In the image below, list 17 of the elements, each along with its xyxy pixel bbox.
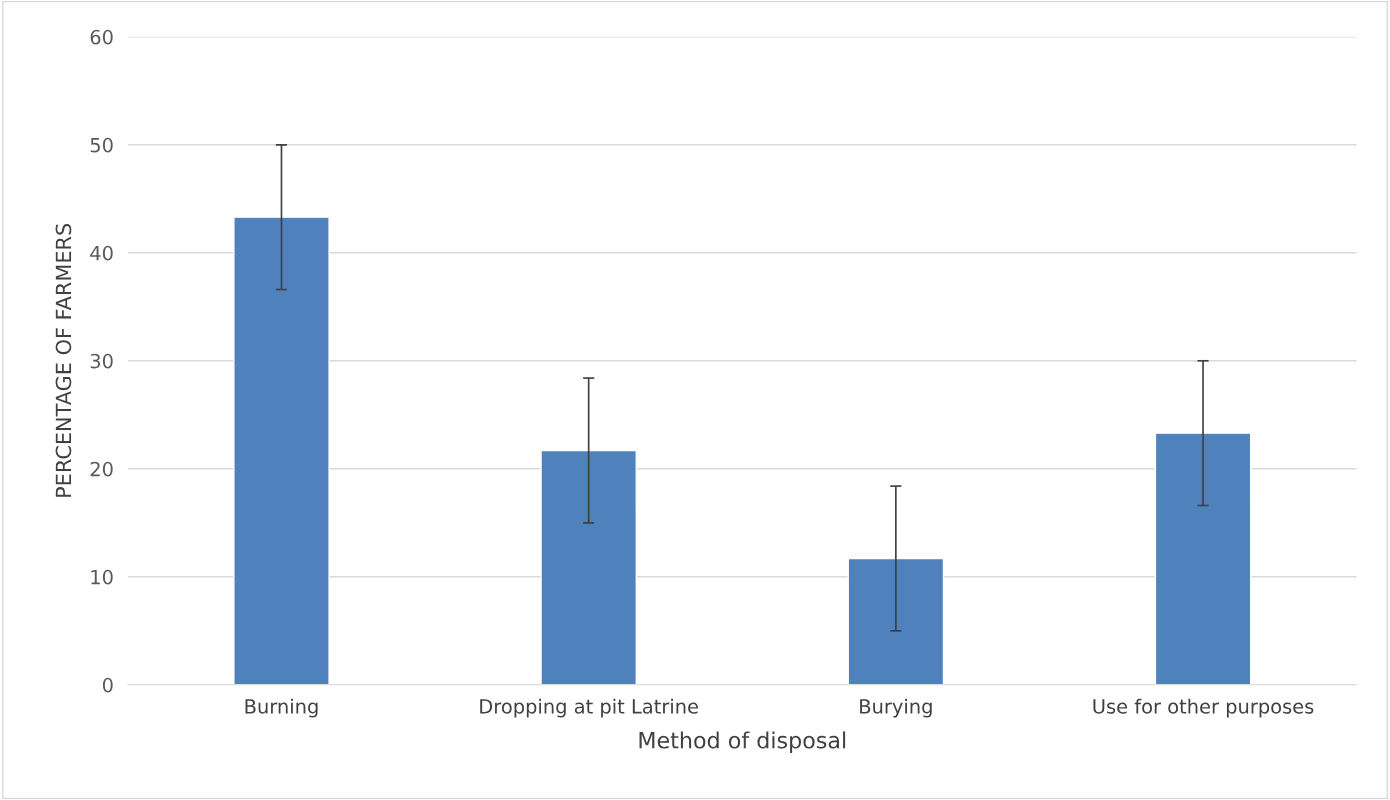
x-tick-label: Burning xyxy=(245,698,318,718)
y-tick-label: 40 xyxy=(90,245,113,261)
bar xyxy=(233,216,330,685)
y-tick-label: 50 xyxy=(90,137,113,153)
y-tick-label: 30 xyxy=(90,353,113,369)
bar xyxy=(1154,432,1252,685)
bar xyxy=(847,557,945,685)
y-tick-label: 10 xyxy=(91,569,113,585)
y-tick-label: 0 xyxy=(102,677,113,693)
y-tick-label: 60 xyxy=(90,29,113,45)
x-tick-label: Use for other purposes xyxy=(1093,698,1314,718)
y-axis-title: PERCENTAGE OF FARMERS xyxy=(55,223,72,497)
x-axis-title: Method of disposal xyxy=(639,731,846,753)
x-tick-label: Dropping at pit Latrine xyxy=(480,698,698,718)
x-tick-label: Burying xyxy=(860,698,932,718)
bar xyxy=(540,449,637,685)
y-tick-label: 20 xyxy=(90,461,113,477)
